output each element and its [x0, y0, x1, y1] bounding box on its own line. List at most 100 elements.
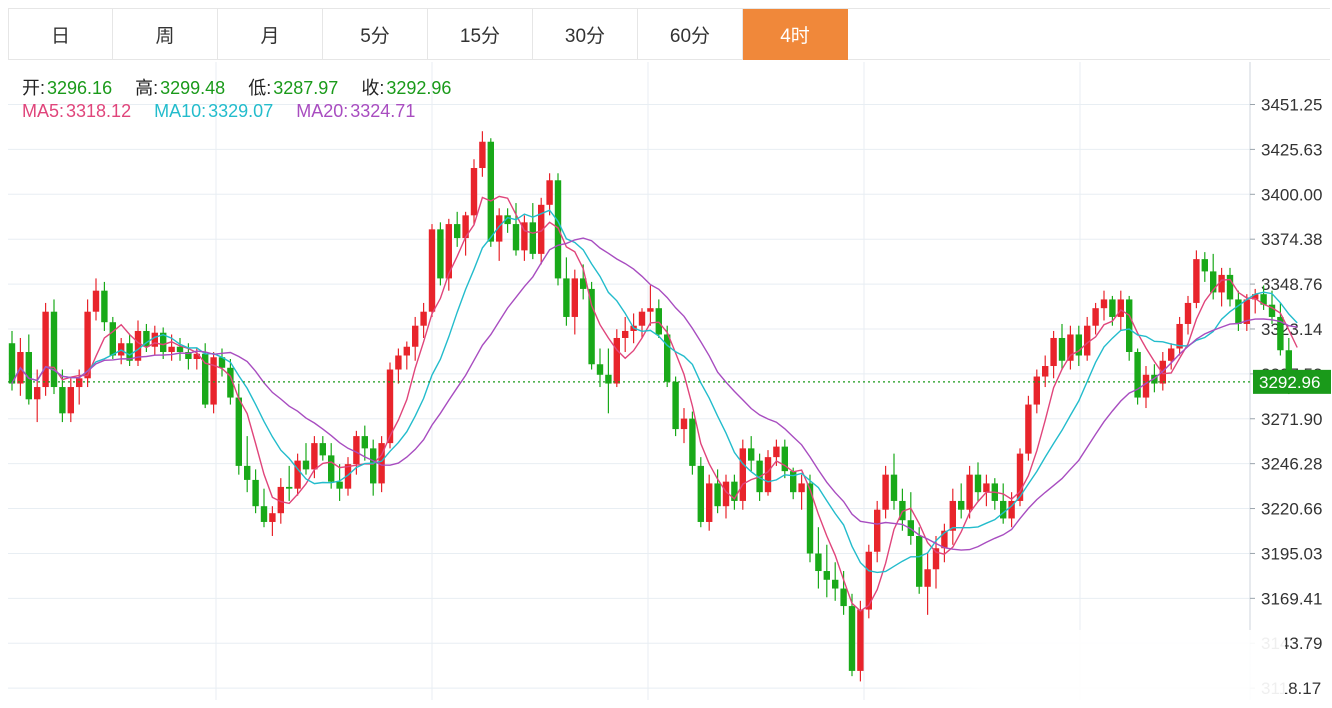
- ma5-value: 3318.12: [66, 101, 132, 121]
- candle-body: [512, 224, 520, 251]
- candle-body: [1218, 274, 1225, 293]
- tab-week[interactable]: 周: [113, 9, 218, 60]
- tab-4hour[interactable]: 4时: [743, 9, 848, 60]
- candle-body: [218, 357, 226, 368]
- candle-body: [244, 465, 251, 480]
- candle-body: [143, 330, 150, 347]
- candle-body: [76, 378, 83, 388]
- candle-body: [487, 141, 494, 242]
- candle-body: [974, 474, 982, 493]
- y-tick-label: 3271.90: [1261, 410, 1322, 429]
- candle-body: [1142, 374, 1150, 398]
- y-tick-label: 3400.00: [1261, 185, 1322, 204]
- open-label: 开:: [22, 78, 46, 98]
- candle-body: [815, 553, 822, 572]
- candle-body: [311, 443, 318, 470]
- last-price-label: 3292.96: [1259, 373, 1320, 392]
- ma-readout: MA5: 3318.12 MA10: 3329.07 MA20: 3324.71: [22, 101, 417, 122]
- y-tick-label: 3220.66: [1261, 500, 1322, 519]
- candle-body: [1075, 334, 1082, 356]
- candle-body: [193, 353, 200, 360]
- candle-body: [210, 357, 217, 405]
- candle-body: [1058, 337, 1066, 361]
- candle-body: [437, 229, 444, 279]
- candle-body: [1008, 500, 1015, 519]
- candle-body: [966, 474, 973, 510]
- candle-body: [1134, 351, 1141, 398]
- ma20-line: [11, 237, 1298, 551]
- candle-body: [361, 436, 368, 449]
- tab-15min[interactable]: 15分: [428, 9, 533, 60]
- candle-body: [386, 369, 394, 444]
- open-value: 3296.16: [47, 78, 113, 98]
- candle-body: [596, 364, 604, 375]
- candle-body: [470, 168, 478, 216]
- candle-body: [1285, 350, 1292, 384]
- candle-body: [1109, 299, 1116, 317]
- candle-body: [840, 588, 847, 607]
- candle-body: [731, 481, 738, 501]
- candle-body: [571, 278, 578, 317]
- low-value: 3287.97: [273, 78, 339, 98]
- candle-body: [941, 530, 948, 549]
- candle-body: [134, 330, 142, 361]
- candle-body: [59, 387, 66, 414]
- ma10-line: [11, 209, 1298, 574]
- candle-body: [714, 483, 721, 507]
- candle-body: [697, 465, 704, 522]
- candle-body: [34, 387, 41, 400]
- candle-body: [1226, 274, 1234, 300]
- tab-month[interactable]: 月: [218, 9, 323, 60]
- candle-body: [160, 332, 167, 352]
- candle-body: [848, 606, 856, 671]
- period-tabs: 日 周 月 5分 15分 30分 60分 4时: [8, 8, 1330, 60]
- candle-body: [1277, 316, 1284, 351]
- tab-60min[interactable]: 60分: [638, 9, 743, 60]
- candle-body: [1235, 299, 1242, 324]
- candle-body: [412, 325, 419, 347]
- y-tick-label: 3246.28: [1261, 455, 1322, 474]
- candle-body: [664, 334, 671, 382]
- candle-body: [50, 311, 58, 388]
- candle-body: [1100, 299, 1108, 309]
- candle-body: [672, 381, 679, 430]
- candle-body: [202, 353, 209, 405]
- candle-body: [613, 337, 620, 384]
- candle-body: [370, 448, 377, 484]
- y-tick-label: 3348.76: [1261, 275, 1322, 294]
- candle-body: [857, 609, 864, 671]
- candle-body: [1210, 271, 1217, 293]
- candle-body: [899, 500, 906, 521]
- tab-day[interactable]: 日: [8, 9, 113, 60]
- candle-body: [874, 509, 881, 552]
- tab-5min[interactable]: 5分: [323, 9, 428, 60]
- ohlc-readout: 开: 3296.16 高: 3299.48 低: 3287.97 收: 3292.96: [22, 74, 453, 100]
- y-tick-label: 3323.14: [1261, 320, 1322, 339]
- close-label: 收:: [361, 78, 385, 98]
- candle-body: [546, 180, 553, 205]
- candle-body: [1092, 308, 1099, 326]
- candle-body: [1243, 299, 1250, 324]
- candle-body: [588, 288, 595, 365]
- candle-body: [496, 215, 503, 242]
- candle-body: [655, 308, 662, 335]
- candle-body: [504, 215, 511, 225]
- watermark-overlay: [893, 630, 1285, 705]
- candle-body: [832, 579, 839, 589]
- candle-body: [1084, 325, 1091, 356]
- candle-body: [932, 548, 940, 570]
- candle-body: [1184, 302, 1192, 324]
- y-tick-label: 3195.03: [1261, 544, 1322, 563]
- ma10-label: MA10:: [154, 101, 207, 121]
- candle-body: [823, 571, 830, 580]
- candle-body: [319, 443, 326, 456]
- candle-body: [806, 483, 814, 554]
- candle-body: [521, 222, 528, 251]
- candle-body: [286, 486, 293, 489]
- candle-body: [1067, 334, 1074, 361]
- candle-body: [689, 418, 696, 466]
- candle-body: [790, 471, 797, 493]
- tab-30min[interactable]: 30分: [533, 9, 638, 60]
- candle-body: [1260, 294, 1267, 305]
